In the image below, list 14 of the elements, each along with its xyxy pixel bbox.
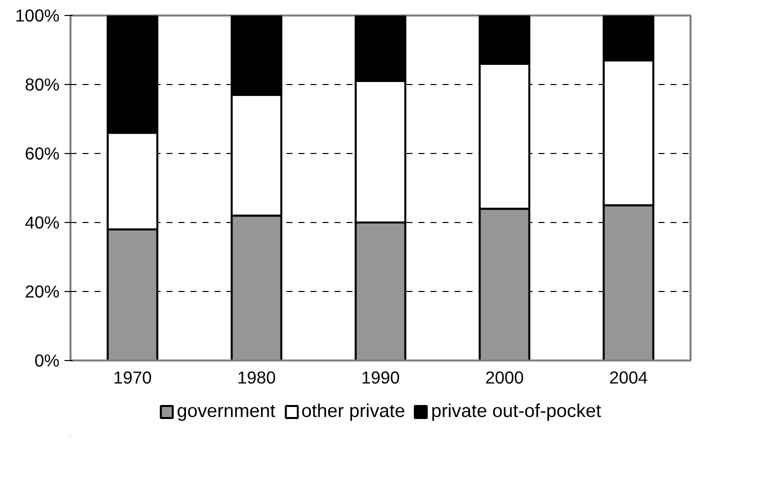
y-tick-label: 60% xyxy=(24,144,60,164)
x-tick-label: 1990 xyxy=(361,368,400,388)
y-tick-label: 80% xyxy=(24,74,60,94)
x-tick-label: 2004 xyxy=(609,368,648,388)
x-tick-label: 1980 xyxy=(237,368,276,388)
legend-label: private out-of-pocket xyxy=(431,400,602,422)
y-tick-label: 0% xyxy=(34,350,60,370)
legend-label: government xyxy=(176,400,276,422)
legend-label: other private xyxy=(301,400,406,422)
y-tick-label: 100% xyxy=(15,6,60,26)
x-tick-label: 1970 xyxy=(113,368,152,388)
y-tick-label: 20% xyxy=(24,282,60,302)
y-tick-label: 40% xyxy=(24,212,60,232)
x-tick-label: 2000 xyxy=(485,368,524,388)
